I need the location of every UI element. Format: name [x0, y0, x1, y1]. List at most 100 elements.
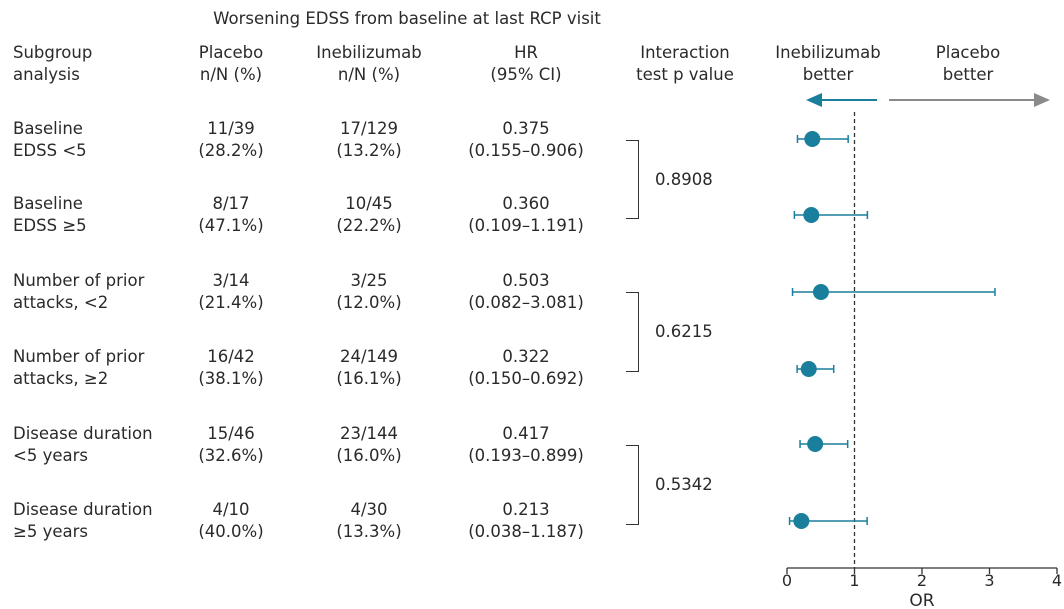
- inebilizumab-value-line2: (13.3%): [336, 522, 402, 541]
- group-title: Worsening EDSS from baseline at last RCP…: [213, 9, 601, 28]
- placebo-value-line2: (47.1%): [198, 216, 264, 235]
- inebilizumab-value: 10/45 (22.2%): [336, 193, 401, 237]
- hr-value-line2: (0.150–0.692): [468, 369, 584, 388]
- interaction-p-attacks: 0.6215: [655, 322, 713, 341]
- inebilizumab-value-line1: 24/149: [339, 347, 399, 366]
- arrow-right-head: [1034, 93, 1050, 107]
- placebo-value-line1: 8/17: [212, 194, 250, 213]
- placebo-header-line1: Placebo: [198, 43, 264, 62]
- interaction-p-duration: 0.5342: [655, 475, 713, 494]
- inebilizumab-value: 3/25 (12.0%): [336, 270, 401, 314]
- row-label-line2: attacks, <2: [13, 293, 109, 312]
- hr-value-line2: (0.109–1.191): [468, 216, 584, 235]
- row-label: Disease duration ≥5 years: [13, 499, 153, 543]
- row-label-line2: EDSS <5: [13, 141, 87, 160]
- hr-value: 0.213 (0.038–1.187): [468, 499, 584, 543]
- placebo-value-line2: (28.2%): [198, 141, 264, 160]
- hr-value: 0.322 (0.150–0.692): [468, 346, 584, 390]
- row-label-line1: Baseline: [13, 119, 83, 138]
- placebo-value: 8/17 (47.1%): [198, 193, 263, 237]
- favors-right-line1: Placebo: [935, 43, 1001, 62]
- placebo-value: 3/14 (21.4%): [198, 270, 263, 314]
- placebo-value: 11/39 (28.2%): [198, 118, 263, 162]
- inebilizumab-value: 4/30 (13.3%): [336, 499, 401, 543]
- row-label-line1: Disease duration: [13, 424, 153, 443]
- hr-value-line1: 0.375: [502, 119, 550, 138]
- placebo-value-line1: 11/39: [207, 119, 255, 138]
- favors-right-line2: better: [942, 65, 994, 84]
- inebilizumab-value-line1: 17/129: [339, 119, 399, 138]
- inebilizumab-header-line1: Inebilizumab: [316, 43, 422, 62]
- favors-right-label: Placebo better: [936, 42, 1000, 86]
- hr-value-line2: (0.082–3.081): [468, 293, 584, 312]
- inebilizumab-value: 17/129 (13.2%): [336, 118, 401, 162]
- hr-value-line2: (0.038–1.187): [468, 522, 584, 541]
- x-axis-title: OR: [909, 591, 934, 609]
- placebo-value: 15/46 (32.6%): [198, 423, 263, 467]
- subgroup-header-line2: analysis: [13, 65, 80, 84]
- inebilizumab-value-line2: (22.2%): [336, 216, 402, 235]
- placebo-value-line1: 16/42: [207, 347, 255, 366]
- placebo-value-line2: (40.0%): [198, 522, 264, 541]
- inebilizumab-value-line1: 23/144: [339, 424, 399, 443]
- bracket-edss: [626, 140, 639, 219]
- row-label-line2: attacks, ≥2: [13, 369, 109, 388]
- placebo-value: 4/10 (40.0%): [198, 499, 263, 543]
- row-label-line1: Number of prior: [13, 271, 145, 290]
- interaction-header: Interaction test p value: [636, 42, 734, 86]
- estimate-point: [807, 436, 824, 452]
- placebo-value-line2: (21.4%): [198, 293, 264, 312]
- bracket-attacks: [626, 292, 639, 372]
- inebilizumab-value-line1: 10/45: [345, 194, 393, 213]
- subgroup-header: Subgroup analysis: [13, 42, 92, 86]
- inebilizumab-value-line2: (13.2%): [336, 141, 402, 160]
- favors-left-label: Inebilizumab better: [775, 42, 880, 86]
- placebo-value-line1: 15/46: [207, 424, 255, 443]
- inebilizumab-value: 24/149 (16.1%): [336, 346, 401, 390]
- placebo-value-line2: (38.1%): [198, 369, 264, 388]
- row-label: Number of prior attacks, ≥2: [13, 346, 144, 390]
- hr-value-line1: 0.417: [502, 424, 550, 443]
- row-label: Baseline EDSS ≥5: [13, 193, 87, 237]
- estimate-point: [800, 361, 817, 377]
- row-label-line2: ≥5 years: [13, 522, 88, 541]
- favors-left-line2: better: [802, 65, 854, 84]
- row-label-line1: Disease duration: [13, 500, 153, 519]
- hr-value: 0.375 (0.155–0.906): [468, 118, 584, 162]
- placebo-value-line1: 3/14: [212, 271, 250, 290]
- row-label: Disease duration <5 years: [13, 423, 153, 467]
- row-label-line1: Number of prior: [13, 347, 145, 366]
- inebilizumab-value-line1: 3/25: [350, 271, 388, 290]
- inebilizumab-header: Inebilizumab n/N (%): [316, 42, 421, 86]
- estimate-point: [804, 131, 821, 147]
- inebilizumab-value-line1: 4/30: [350, 500, 388, 519]
- arrow-left-head: [806, 93, 822, 107]
- inebilizumab-value: 23/144 (16.0%): [336, 423, 401, 467]
- x-tick-label-1: 1: [849, 571, 859, 590]
- estimate-point: [793, 513, 810, 529]
- hr-header-line1: HR: [514, 43, 538, 62]
- placebo-value-line1: 4/10: [212, 500, 250, 519]
- hr-value-line1: 0.213: [502, 500, 550, 519]
- row-label-line2: <5 years: [13, 446, 88, 465]
- placebo-header-line2: n/N (%): [199, 65, 263, 84]
- hr-value-line1: 0.360: [502, 194, 550, 213]
- hr-value: 0.417 (0.193–0.899): [468, 423, 584, 467]
- x-tick-label-2: 2: [917, 571, 927, 590]
- estimate-point: [812, 284, 829, 300]
- inebilizumab-value-line2: (16.1%): [336, 369, 402, 388]
- hr-value-line2: (0.193–0.899): [468, 446, 584, 465]
- inebilizumab-header-line2: n/N (%): [337, 65, 401, 84]
- interaction-p-edss: 0.8908: [655, 170, 713, 189]
- x-tick-label-3: 3: [984, 571, 994, 590]
- row-label: Number of prior attacks, <2: [13, 270, 144, 314]
- placebo-value: 16/42 (38.1%): [198, 346, 263, 390]
- x-tick-label-0: 0: [782, 571, 792, 590]
- estimate-point: [803, 207, 820, 223]
- placebo-value-line2: (32.6%): [198, 446, 264, 465]
- hr-value: 0.503 (0.082–3.081): [468, 270, 584, 314]
- hr-value-line1: 0.503: [502, 271, 550, 290]
- x-tick-label-4: 4: [1052, 571, 1062, 590]
- inebilizumab-value-line2: (12.0%): [336, 293, 402, 312]
